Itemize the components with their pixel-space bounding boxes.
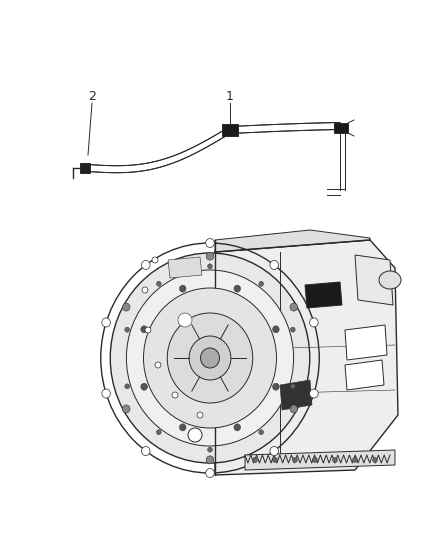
Text: 2: 2 — [88, 91, 96, 103]
Ellipse shape — [208, 447, 212, 452]
Ellipse shape — [234, 285, 240, 292]
Ellipse shape — [252, 457, 258, 463]
Ellipse shape — [206, 238, 214, 247]
Ellipse shape — [332, 457, 338, 463]
Ellipse shape — [272, 326, 279, 333]
Ellipse shape — [310, 389, 318, 398]
Ellipse shape — [353, 457, 357, 463]
Polygon shape — [168, 257, 202, 278]
Ellipse shape — [125, 384, 130, 389]
Ellipse shape — [201, 348, 219, 368]
Ellipse shape — [290, 327, 295, 332]
Ellipse shape — [141, 447, 150, 456]
Polygon shape — [305, 282, 342, 308]
Bar — [334, 123, 348, 133]
Polygon shape — [345, 360, 384, 390]
Ellipse shape — [189, 336, 231, 380]
Ellipse shape — [122, 303, 130, 311]
Ellipse shape — [180, 285, 186, 292]
Ellipse shape — [208, 264, 212, 269]
Ellipse shape — [206, 469, 214, 478]
Ellipse shape — [206, 252, 214, 260]
Polygon shape — [245, 450, 395, 470]
Ellipse shape — [102, 389, 110, 398]
Ellipse shape — [122, 405, 130, 413]
Ellipse shape — [372, 457, 378, 463]
Ellipse shape — [141, 383, 148, 390]
Ellipse shape — [270, 261, 279, 270]
Ellipse shape — [234, 424, 240, 431]
Ellipse shape — [206, 456, 214, 464]
Ellipse shape — [141, 261, 150, 270]
Ellipse shape — [102, 318, 110, 327]
Ellipse shape — [272, 457, 278, 463]
Ellipse shape — [172, 392, 178, 398]
Ellipse shape — [144, 288, 276, 428]
Ellipse shape — [272, 383, 279, 390]
Ellipse shape — [312, 457, 318, 463]
Polygon shape — [345, 325, 387, 360]
Ellipse shape — [290, 303, 297, 311]
Ellipse shape — [259, 281, 264, 286]
Ellipse shape — [110, 253, 310, 463]
Ellipse shape — [152, 257, 158, 263]
Ellipse shape — [178, 313, 192, 327]
Text: 1: 1 — [226, 91, 234, 103]
Ellipse shape — [197, 412, 203, 418]
Ellipse shape — [141, 326, 148, 333]
Polygon shape — [215, 230, 370, 252]
Ellipse shape — [310, 318, 318, 327]
Ellipse shape — [156, 281, 161, 286]
Ellipse shape — [127, 270, 293, 446]
Ellipse shape — [259, 430, 264, 435]
Ellipse shape — [167, 313, 253, 403]
Polygon shape — [355, 255, 393, 305]
Polygon shape — [215, 240, 398, 475]
Ellipse shape — [155, 362, 161, 368]
Ellipse shape — [180, 424, 186, 431]
Ellipse shape — [125, 327, 130, 332]
Ellipse shape — [290, 384, 295, 389]
Ellipse shape — [156, 430, 161, 435]
Ellipse shape — [270, 447, 279, 456]
Ellipse shape — [293, 457, 297, 463]
Bar — [80, 163, 90, 173]
Ellipse shape — [379, 271, 401, 289]
Ellipse shape — [188, 428, 202, 442]
Ellipse shape — [142, 287, 148, 293]
Ellipse shape — [290, 405, 297, 413]
Bar — [222, 124, 238, 136]
Ellipse shape — [145, 327, 151, 333]
Polygon shape — [280, 380, 312, 410]
